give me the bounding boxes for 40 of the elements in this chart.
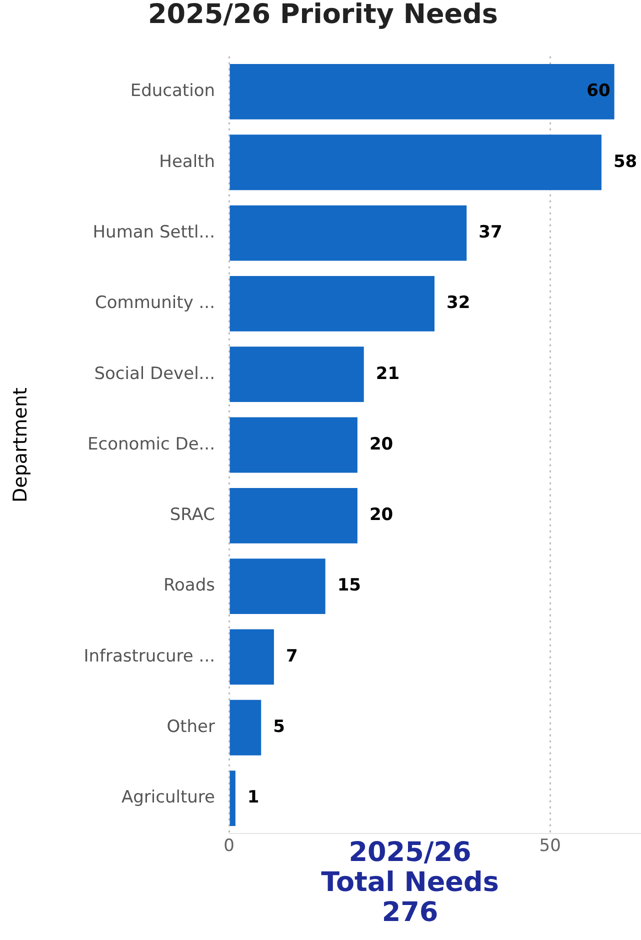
text: 2025/26 (348, 837, 472, 868)
bar (230, 346, 364, 402)
bar (230, 700, 262, 756)
chart-title: 2025/26 Priority Needs (148, 0, 498, 30)
bar (230, 205, 467, 261)
bar (230, 276, 434, 332)
y-tick-label: Roads (163, 576, 216, 596)
data-label: 15 (337, 576, 361, 596)
y-axis-title: Department (9, 388, 32, 502)
y-tick-label: Economic De... (88, 434, 215, 454)
bar (230, 488, 358, 544)
bar (230, 629, 274, 685)
bar (230, 417, 358, 473)
x-tick-label: 50 (539, 836, 561, 856)
bar (230, 770, 236, 826)
y-tick-label: Social Devel... (94, 364, 215, 384)
data-label: 5 (273, 717, 285, 738)
bar (230, 134, 602, 190)
data-label: 58 (613, 152, 638, 172)
y-tick-label: Other (166, 717, 215, 738)
data-label: 20 (369, 505, 394, 526)
y-tick-label: Education (130, 81, 215, 102)
bar (230, 558, 326, 614)
data-label: 20 (369, 434, 394, 454)
data-label: 1 (247, 788, 260, 808)
data-label: 60 (586, 81, 610, 102)
data-label: 21 (376, 364, 400, 384)
x-tick-label: 0 (224, 836, 234, 856)
y-tick-label: Infrastrucure ... (84, 646, 215, 666)
y-tick-label: Agriculture (122, 788, 215, 808)
data-label: 7 (286, 646, 298, 666)
bar (230, 64, 614, 120)
data-label: 32 (446, 293, 470, 314)
y-tick-label: Health (159, 152, 215, 172)
text: Total Needs (320, 867, 500, 898)
y-tick-label: Human Settl... (92, 222, 215, 242)
text: 276 (380, 897, 440, 929)
y-tick-label: SRAC (170, 505, 215, 526)
data-label: 37 (478, 222, 502, 242)
y-tick-label: Community ... (94, 293, 215, 314)
